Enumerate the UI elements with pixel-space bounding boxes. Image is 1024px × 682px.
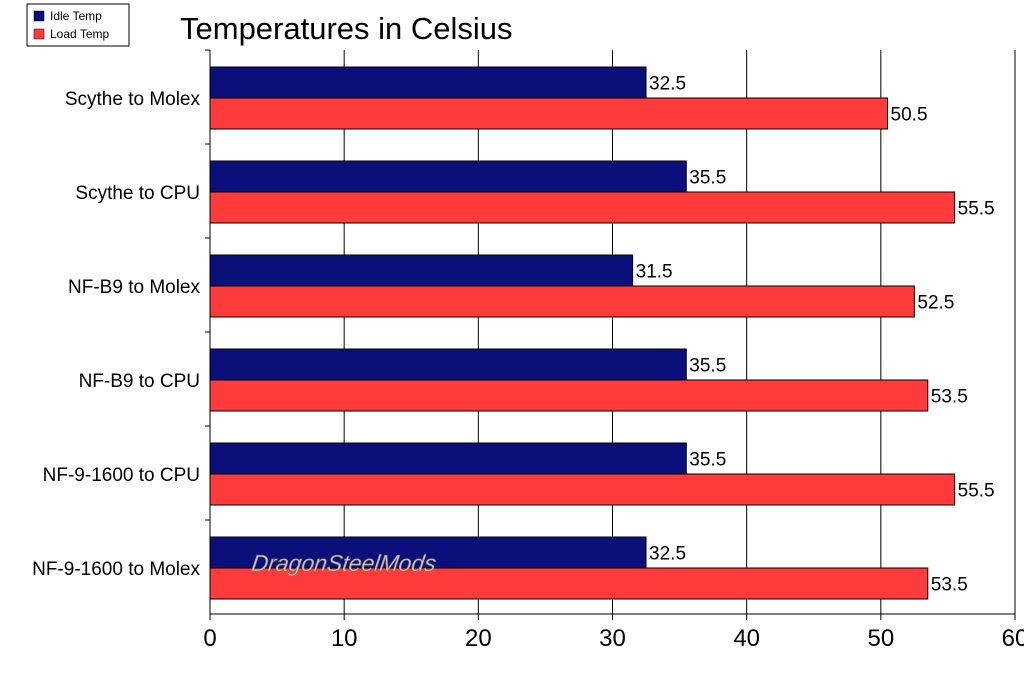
bar-load xyxy=(209,379,929,412)
bar-load xyxy=(209,473,956,506)
bar-load xyxy=(209,191,956,224)
data-label: 50.5 xyxy=(891,105,928,126)
data-label: 35.5 xyxy=(689,356,726,377)
data-label: 55.5 xyxy=(958,199,995,220)
grid-lines xyxy=(343,50,1016,614)
x-tick-label: 10 xyxy=(331,625,358,652)
bar-idle xyxy=(209,442,687,475)
legend-swatch-load xyxy=(33,28,45,40)
x-tick-label: 60 xyxy=(1002,625,1024,652)
x-tick-label: 40 xyxy=(733,625,760,652)
x-tick-label: 50 xyxy=(867,625,894,652)
category-label: NF-B9 to Molex xyxy=(68,277,200,298)
data-label: 31.5 xyxy=(636,262,673,283)
chart-title: Temperatures in Celsius xyxy=(180,11,513,46)
data-label: 32.5 xyxy=(649,544,686,565)
category-label: NF-B9 to CPU xyxy=(79,371,200,392)
bar-idle xyxy=(209,160,687,193)
data-label: 52.5 xyxy=(917,293,954,314)
legend-swatch-idle xyxy=(33,10,45,22)
legend-label-load: Load Temp xyxy=(50,27,109,41)
x-tick-label: 30 xyxy=(599,625,626,652)
category-label: NF-9-1600 to Molex xyxy=(32,559,200,580)
data-label: 55.5 xyxy=(958,481,995,502)
category-label: Scythe to CPU xyxy=(75,183,200,204)
watermark: DragonSteelMods xyxy=(250,550,438,576)
category-label: NF-9-1600 to CPU xyxy=(43,465,200,486)
legend: Idle Temp Load Temp xyxy=(26,3,130,47)
axes: 0 10 20 30 40 50 60 xyxy=(203,49,1024,652)
category-label: Scythe to Molex xyxy=(65,89,201,110)
bar-idle xyxy=(209,348,687,381)
bar-idle xyxy=(209,254,634,287)
data-label: 53.5 xyxy=(931,387,968,408)
bars xyxy=(209,66,956,600)
x-tick-label: 20 xyxy=(465,625,492,652)
bar-idle xyxy=(209,66,647,99)
bar-idle xyxy=(209,536,647,569)
data-label: 53.5 xyxy=(931,575,968,596)
bar-load xyxy=(209,285,915,318)
data-label: 32.5 xyxy=(649,74,686,95)
data-label: 35.5 xyxy=(689,450,726,471)
labels: 32.5 50.5 Scythe to Molex 35.5 55.5 Scythe to… xyxy=(32,74,995,596)
legend-label-idle: Idle Temp xyxy=(50,9,102,23)
bar-load xyxy=(209,97,889,130)
data-label: 35.5 xyxy=(689,168,726,189)
bar-load xyxy=(209,567,929,600)
x-tick-label: 0 xyxy=(203,625,216,652)
